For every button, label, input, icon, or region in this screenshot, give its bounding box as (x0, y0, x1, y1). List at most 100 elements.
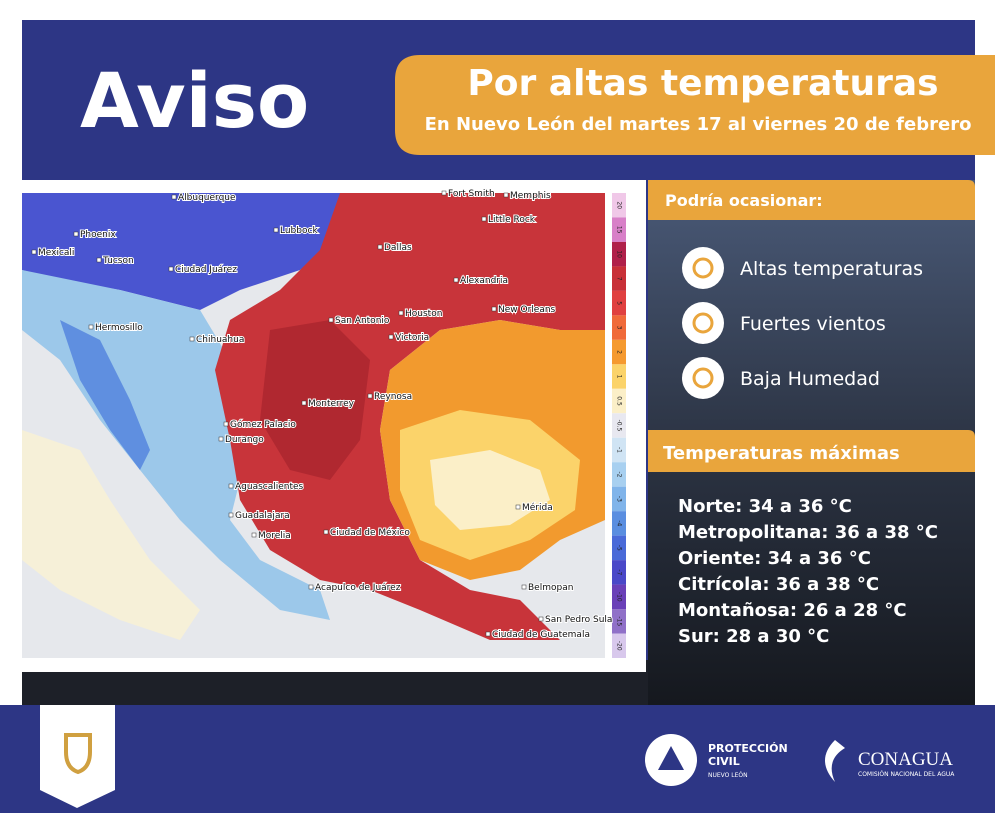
colorbar-tick: -7 (616, 569, 623, 575)
colorbar-segment (612, 437, 626, 463)
city-dot (189, 336, 195, 342)
pc-line1: PROTECCIÓN (708, 742, 788, 755)
map-cool2 (60, 320, 150, 470)
colorbar-tick: 2 (616, 350, 623, 354)
city-label: Ciudad de México (330, 527, 410, 538)
city-label: Acapulco de Juárez (315, 583, 401, 593)
city-dot (481, 216, 487, 222)
colorbar-tick: -5 (616, 545, 623, 551)
city-dot (31, 249, 37, 255)
colorbar-tick: -4 (616, 520, 623, 526)
city-dot (367, 393, 373, 399)
city-label: Houston (405, 309, 442, 319)
temp-row: Citrícola: 36 a 38 °C (678, 574, 879, 595)
conagua-sub: COMISIÓN NACIONAL DEL AGUA (858, 771, 955, 778)
city-dot (521, 584, 527, 590)
city-label: Little Rock (488, 215, 536, 225)
title: Aviso (80, 56, 309, 145)
city-dot (453, 277, 459, 283)
city-dot (88, 324, 94, 330)
colorbar: 20 15 10 7 5 3 2 1 0.5 -0.5 -1 -2 -3 -4 -5 -7 -10 -15 -20 (612, 193, 626, 658)
colorbar-segment (612, 511, 626, 536)
colorbar-segment (612, 609, 626, 634)
colorbar-segment (612, 290, 626, 316)
city-dot (323, 529, 329, 535)
city-label: Gómez Palacio (230, 419, 296, 430)
colorbar-segment (612, 388, 626, 414)
colorbar-segment (612, 266, 626, 291)
map-pacific (22, 430, 200, 640)
temps-title: Temperaturas máximas (663, 443, 900, 464)
city-dot (251, 532, 257, 538)
map-hot (215, 193, 605, 640)
city-dot (441, 190, 447, 196)
city-dot (503, 192, 509, 198)
colorbar-segment (612, 633, 626, 658)
city-label: Memphis (510, 191, 551, 201)
temp-row: Sur: 28 a 30 °C (678, 626, 829, 647)
city-label: Aguascalientes (235, 482, 304, 492)
pc-triangle (658, 746, 684, 770)
colorbar-segment (612, 462, 626, 487)
effects-list: Altas temperaturas Fuertes vientos Baja Hu… (682, 247, 923, 399)
colorbar-tick: -2 (616, 471, 623, 477)
city-dot (491, 306, 497, 312)
city-label: Victoria (395, 333, 429, 343)
colorbar-segment (612, 413, 626, 438)
city-dot (171, 194, 177, 200)
temp-row: Metropolitana: 36 a 38 °C (678, 522, 938, 543)
map-cold (22, 193, 360, 310)
effects-tab (648, 180, 975, 220)
footer (0, 705, 995, 813)
colorbar-segment (612, 315, 626, 340)
city-label: Tucson (102, 256, 134, 266)
city-dot (388, 334, 394, 340)
temp-row: Norte: 34 a 36 °C (678, 496, 852, 517)
city-label: Belmopan (528, 583, 573, 593)
city-label: Phoenix (80, 230, 116, 240)
colorbar-tick: -1 (616, 447, 623, 453)
city-dot (485, 631, 491, 637)
colorbar-tick: 0.5 (616, 396, 623, 406)
banner (395, 55, 995, 155)
colorbar-segment (612, 241, 626, 267)
city-dot (301, 400, 307, 406)
effects-title: Podría ocasionar: (665, 191, 823, 210)
temps-list: Norte: 34 a 36 °C Metropolitana: 36 a 38 … (678, 496, 938, 647)
banner-title: Por altas temperaturas (467, 63, 938, 104)
effect-icon (682, 357, 724, 399)
colorbar-segment (612, 535, 626, 561)
city-dot (377, 244, 383, 250)
city-dot (398, 310, 404, 316)
map (22, 193, 605, 658)
colorbar-segment (612, 339, 626, 365)
city-dot (73, 231, 79, 237)
colorbar-tick: -15 (616, 616, 623, 626)
city-label: New Orleans (498, 305, 556, 315)
colorbar-segment (612, 486, 626, 512)
map-hotter (260, 320, 370, 480)
conagua-logo (825, 740, 845, 782)
pc-line2: CIVIL (708, 755, 740, 768)
city-label: Mexicali (38, 248, 74, 258)
colorbar-tick: 10 (616, 250, 623, 258)
colorbar-tick: -10 (616, 592, 623, 602)
city-dot (218, 436, 224, 442)
colorbar-segment (612, 584, 626, 610)
city-dot (223, 421, 229, 427)
pc-line3: NUEVO LEÓN (708, 772, 748, 779)
colorbar-tick: -3 (616, 496, 623, 502)
temps-tab (648, 430, 975, 472)
effect-label: Altas temperaturas (740, 258, 923, 280)
colorbar-segment (612, 193, 626, 218)
temp-row: Montañosa: 26 a 28 °C (678, 600, 907, 621)
city-label: Dallas (384, 243, 412, 253)
city-label: Albuquerque (178, 193, 236, 203)
city-label: Alexandria (460, 276, 508, 286)
colorbar-segment (612, 217, 626, 242)
city-label: San Antonio (335, 316, 390, 326)
colorbar-tick: 1 (616, 375, 623, 379)
colorbar-tick: 15 (616, 226, 623, 234)
city-label: Ciudad Juárez (175, 265, 237, 275)
shield-logo (40, 705, 115, 808)
